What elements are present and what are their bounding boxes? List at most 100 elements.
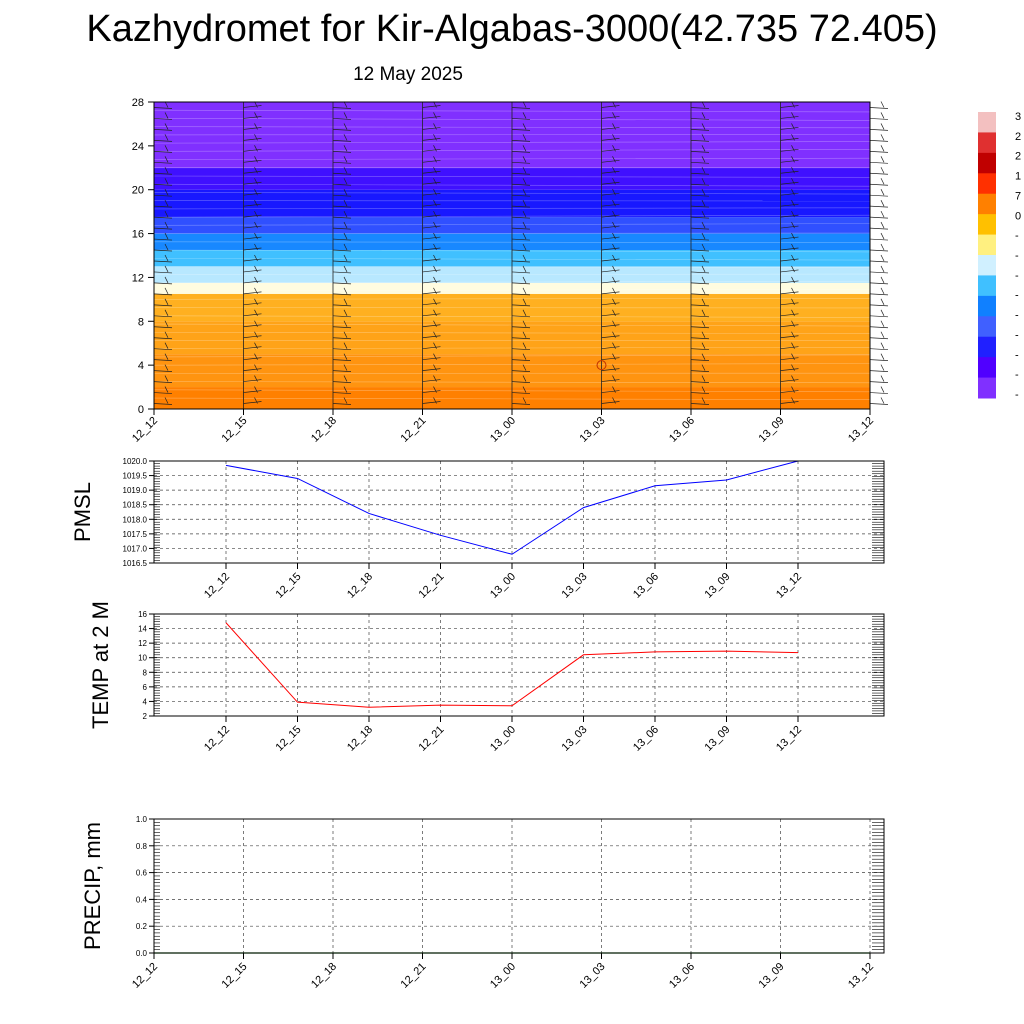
- wind-barb: [690, 271, 710, 274]
- wind-barb: [869, 326, 889, 329]
- wind-barb: [869, 249, 889, 252]
- wind-barb: [869, 403, 889, 405]
- colorbar-label: -: [1015, 310, 1019, 322]
- wind-barb-flag: [164, 265, 169, 273]
- wind-barb: [422, 401, 441, 404]
- wind-barb-flag: [164, 210, 169, 218]
- wind-barb: [422, 269, 441, 273]
- wind-barb-flag: [880, 386, 885, 393]
- wind-barb: [869, 238, 889, 241]
- wind-barb-flag: [254, 112, 258, 119]
- colorbar-label: -: [1015, 369, 1019, 381]
- wind-barb-flag: [433, 232, 437, 240]
- wind-barb-flag: [254, 134, 258, 141]
- wind-barb-flag: [612, 134, 616, 141]
- wind-barb-flag: [343, 276, 348, 284]
- heatmap-y-tick-label: 20: [132, 185, 144, 197]
- wind-barb: [690, 315, 710, 318]
- heatmap-x-tick-label: 13_03: [578, 415, 608, 445]
- wind-barb-flag: [254, 276, 258, 284]
- colorbar-label: -: [1015, 230, 1019, 242]
- wind-barb-flag: [433, 386, 437, 393]
- wind-barb: [601, 127, 620, 130]
- page-subtitle: 12 May 2025: [353, 64, 463, 85]
- wind-barb-flag: [343, 156, 348, 163]
- wind-barb-flag: [433, 353, 437, 360]
- y-tick-label: 0.2: [136, 922, 148, 931]
- wind-barb-flag: [701, 232, 706, 240]
- wind-barb: [511, 227, 531, 230]
- wind-barb-flag: [612, 386, 616, 393]
- wind-barb-flag: [791, 145, 795, 152]
- wind-barb: [869, 304, 889, 307]
- wind-barb: [511, 359, 531, 362]
- wind-barb: [422, 105, 441, 108]
- wind-barb: [153, 161, 173, 164]
- wind-barb-flag: [433, 123, 437, 130]
- wind-barb: [869, 315, 889, 318]
- x-tick-label: 13_00: [488, 961, 518, 991]
- colorbar-swatch: [978, 214, 996, 236]
- x-tick-label: 13_03: [578, 961, 608, 991]
- wind-barb: [780, 379, 799, 382]
- x-tick-label: 12_12: [202, 571, 232, 601]
- y-tick-label: 1019.0: [123, 486, 148, 495]
- colorbar-label: 2: [1015, 131, 1021, 143]
- wind-barb-flag: [701, 320, 706, 327]
- wind-barb: [332, 129, 352, 131]
- wind-barb-flag: [254, 298, 258, 305]
- y-tick-label: 8: [143, 668, 148, 677]
- wind-barb: [601, 105, 620, 108]
- wind-barb: [601, 181, 620, 185]
- colorbar-label: 2: [1015, 151, 1021, 163]
- wind-barb-flag: [612, 221, 616, 229]
- wind-barb-flag: [522, 112, 527, 119]
- wind-barb-flag: [343, 342, 348, 349]
- x-tick-label: 12_21: [399, 961, 429, 991]
- y-tick-label: 0.6: [136, 869, 148, 878]
- wind-barb-flag: [791, 353, 795, 360]
- x-tick-label: 13_06: [631, 571, 661, 601]
- wind-barb-flag: [880, 243, 885, 251]
- y-axis-label: PRECIP, mm: [80, 822, 105, 950]
- wind-barb-flag: [164, 342, 169, 349]
- wind-barb: [690, 216, 710, 219]
- wind-barb: [422, 357, 441, 361]
- wind-barb: [153, 370, 173, 372]
- wind-barb: [243, 159, 262, 163]
- wind-barb-flag: [254, 320, 258, 327]
- wind-barb: [780, 390, 799, 393]
- wind-barb: [780, 116, 799, 119]
- wind-barb: [780, 313, 799, 317]
- wind-barb: [780, 324, 799, 328]
- wind-barb: [243, 324, 262, 328]
- wind-barb-flag: [433, 221, 437, 229]
- wind-barb: [422, 236, 441, 240]
- wind-barb-flag: [164, 134, 169, 141]
- wind-barb-flag: [343, 243, 348, 251]
- wind-barb-flag: [791, 167, 795, 174]
- station-marker: [596, 360, 607, 371]
- wind-barb-flag: [343, 375, 348, 382]
- wind-barb: [780, 170, 799, 174]
- wind-barb-flag: [612, 178, 616, 185]
- wind-barb: [243, 181, 262, 185]
- wind-barb: [869, 227, 889, 230]
- wind-barb: [511, 315, 531, 318]
- wind-barb: [332, 348, 352, 351]
- wind-barb: [511, 216, 531, 219]
- wind-barb-flag: [522, 243, 527, 251]
- wind-barb: [690, 370, 710, 372]
- x-tick-label: 12_12: [130, 961, 160, 991]
- colorbar-swatch: [978, 193, 996, 215]
- series-line: [225, 460, 799, 555]
- wind-barb: [690, 359, 710, 362]
- wind-barb-flag: [880, 353, 885, 360]
- wind-barb-flag: [433, 276, 437, 284]
- wind-barb: [332, 118, 352, 120]
- wind-barb: [243, 105, 262, 108]
- wind-barb: [869, 392, 889, 394]
- wind-barb-flag: [164, 232, 169, 240]
- wind-barb-flag: [433, 254, 437, 262]
- wind-barb: [243, 127, 262, 130]
